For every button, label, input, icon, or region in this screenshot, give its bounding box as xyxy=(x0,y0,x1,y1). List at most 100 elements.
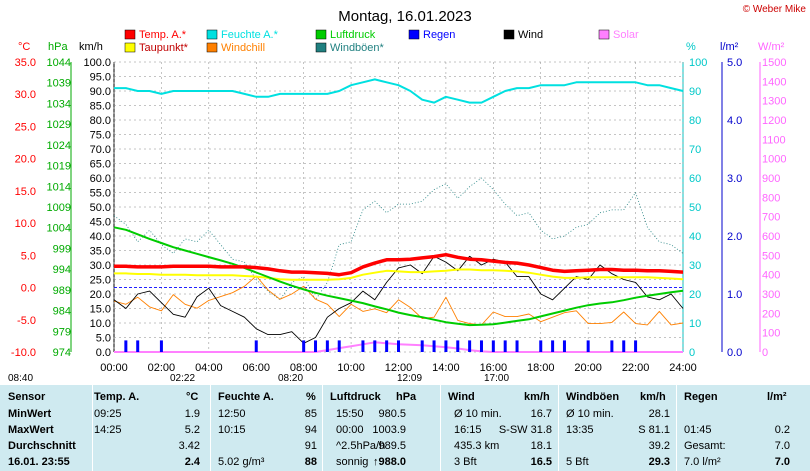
feuchte-tick-label: 70 xyxy=(689,144,701,156)
x-tick-label: 16:00 xyxy=(480,362,508,374)
x-tick-label: 10:00 xyxy=(337,362,365,374)
x-tick-label: 08:00 xyxy=(290,362,318,374)
kmh-tick-label: 20.0 xyxy=(90,289,111,301)
rain-bar xyxy=(562,340,566,352)
feuchte-tick-label: 60 xyxy=(689,173,701,185)
solar-tick-label: 1000 xyxy=(762,154,786,166)
temp-tick-label: 35.0 xyxy=(15,57,36,69)
rain-bar xyxy=(468,340,472,352)
table-value: 1.9 xyxy=(184,408,200,420)
solar-tick-label: 0 xyxy=(762,347,768,359)
rain-bar xyxy=(622,340,626,352)
kmh-tick-label: 15.0 xyxy=(90,304,111,316)
solar-tick-label: 900 xyxy=(762,173,780,185)
kmh-tick-label: 85.0 xyxy=(90,101,111,113)
kmh-tick-label: 100.0 xyxy=(83,57,111,69)
feuchte-tick-label: 30 xyxy=(689,260,701,272)
rain-bar xyxy=(361,340,365,352)
kmh-tick-label: 50.0 xyxy=(90,202,111,214)
kmh-tick-label: 25.0 xyxy=(90,275,111,287)
solar-tick-label: 400 xyxy=(762,270,780,282)
table-value: 28.1 xyxy=(648,408,670,420)
axis-unit-hpa: hPa xyxy=(48,41,68,53)
feuchte-tick-label: 40 xyxy=(689,231,701,243)
table-row-label: 16.01. 23:55 xyxy=(8,456,70,468)
temp-tick-label: -10.0 xyxy=(11,347,36,359)
kmh-tick-label: 70.0 xyxy=(90,144,111,156)
rain-bar xyxy=(539,340,543,352)
table-header: Wind xyxy=(448,391,475,403)
temp-tick-label: 30.0 xyxy=(15,89,36,101)
legend-label: Feuchte A.* xyxy=(221,29,279,41)
feuchte-tick-label: 10 xyxy=(689,318,701,330)
table-value: 0.2 xyxy=(774,424,790,436)
hpa-tick-label: 974 xyxy=(53,347,71,359)
table-header: °C xyxy=(186,391,199,403)
kmh-tick-label: 75.0 xyxy=(90,130,111,142)
table-cell: 13:35 xyxy=(566,424,594,436)
kmh-tick-label: 65.0 xyxy=(90,159,111,171)
temp-tick-label: 25.0 xyxy=(15,121,36,133)
hpa-tick-label: 1029 xyxy=(47,119,71,131)
kmh-tick-label: 10.0 xyxy=(90,318,111,330)
hpa-tick-label: 1014 xyxy=(47,181,71,193)
axis-unit-feuchte: % xyxy=(686,41,696,53)
solar-tick-label: 100 xyxy=(762,328,780,340)
solar-tick-label: 1300 xyxy=(762,96,786,108)
legend-swatch xyxy=(408,29,420,40)
table-cell: 5.02 g/m³ xyxy=(218,456,265,468)
series-line-wind xyxy=(113,255,684,344)
legend-swatch xyxy=(598,29,610,40)
rain-bar xyxy=(515,340,519,352)
regen-tick-label: 5.0 xyxy=(727,57,742,69)
legend-swatch xyxy=(124,42,136,53)
kmh-tick-label: 60.0 xyxy=(90,173,111,185)
hpa-tick-label: 1019 xyxy=(47,161,71,173)
hpa-tick-label: 1004 xyxy=(47,223,71,235)
table-cell: 12:50 xyxy=(218,408,246,420)
table-value: 29.3 xyxy=(648,456,670,468)
table-cell: 15:50 xyxy=(336,408,364,420)
rain-bar xyxy=(444,340,448,352)
solar-tick-label: 1100 xyxy=(762,134,786,146)
table-cell: Ø 10 min. xyxy=(454,408,502,420)
table-header: Luftdruck xyxy=(330,391,381,403)
legend-label: Taupunkt* xyxy=(139,42,189,54)
sun-event-label: 08:20 xyxy=(278,373,303,384)
table-value: 91 xyxy=(304,440,317,452)
rain-bar xyxy=(456,340,460,352)
hpa-tick-label: 984 xyxy=(53,306,71,318)
table-cell: ^2.5hPa/h xyxy=(336,440,386,452)
x-tick-label: 02:00 xyxy=(148,362,176,374)
table-value: ↑988.0 xyxy=(372,456,406,468)
table-cell: 01:45 xyxy=(684,424,712,436)
hpa-tick-label: 999 xyxy=(53,243,71,255)
rain-bar xyxy=(254,340,258,352)
table-header: Temp. A. xyxy=(94,391,140,403)
x-tick-label: 12:00 xyxy=(385,362,413,374)
feuchte-tick-label: 80 xyxy=(689,115,701,127)
table-header: km/h xyxy=(524,391,550,403)
regen-tick-label: 2.0 xyxy=(727,231,742,243)
table-divider xyxy=(92,385,93,471)
table-divider xyxy=(440,385,441,471)
table-cell: 3 Bft xyxy=(454,456,477,468)
table-value: 39.2 xyxy=(648,440,670,452)
x-tick-label: 14:00 xyxy=(432,362,460,374)
rain-bar xyxy=(373,340,377,352)
table-row-label: MaxWert xyxy=(8,424,54,436)
rain-bar xyxy=(397,340,400,352)
table-value: 94 xyxy=(304,424,317,436)
table-value: 16.7 xyxy=(530,408,552,420)
table-cell: Gesamt: xyxy=(684,440,726,452)
solar-tick-label: 200 xyxy=(762,308,780,320)
hpa-tick-label: 1044 xyxy=(47,57,71,69)
kmh-tick-label: 35.0 xyxy=(90,246,111,258)
table-header: Windböen xyxy=(566,391,620,403)
table-value: 5.2 xyxy=(184,424,200,436)
axis-unit-temp: °C xyxy=(18,41,30,53)
table-divider xyxy=(558,385,559,471)
temp-tick-label: -5.0 xyxy=(17,315,36,327)
legend-swatch xyxy=(124,29,136,40)
kmh-tick-label: 40.0 xyxy=(90,231,111,243)
